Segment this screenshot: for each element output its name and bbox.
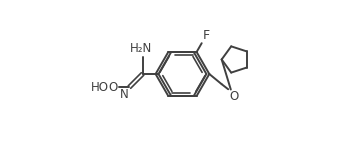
Text: O: O (229, 90, 238, 103)
Text: F: F (202, 29, 210, 42)
Text: H₂N: H₂N (130, 42, 152, 55)
Text: N: N (120, 88, 129, 101)
Text: HO: HO (91, 81, 109, 94)
Text: O: O (109, 81, 118, 94)
